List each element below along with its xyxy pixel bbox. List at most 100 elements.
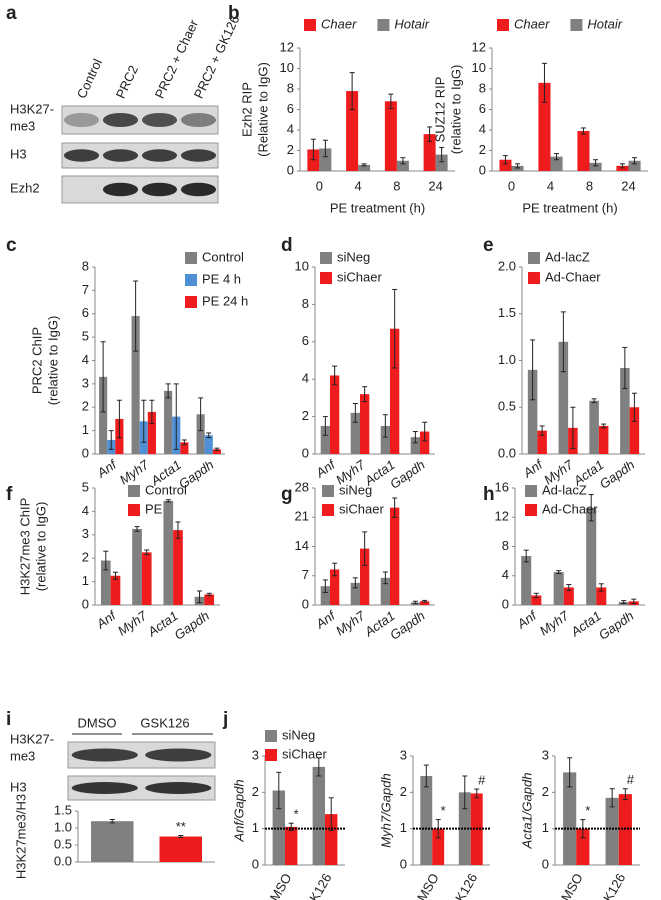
- legend-swatch: [265, 749, 277, 761]
- y-tick-label: 3: [82, 375, 89, 390]
- bar: [531, 595, 542, 605]
- bar: [576, 828, 590, 865]
- y-tick-label: 0: [82, 596, 89, 611]
- legend-swatch: [320, 272, 332, 284]
- y-tick-label: 2.0: [498, 258, 516, 273]
- blot-band: [141, 113, 178, 127]
- annotation: *: [294, 807, 299, 822]
- panel-label: e: [483, 235, 494, 256]
- legend-swatch: [185, 252, 197, 264]
- bar: [99, 376, 108, 454]
- x-tick-label: 24: [428, 178, 442, 193]
- y-tick-label: 2: [252, 784, 259, 799]
- annotation: #: [627, 772, 635, 787]
- bar: [521, 556, 532, 605]
- annotation: *: [585, 803, 590, 818]
- legend-swatch: [528, 252, 540, 264]
- legend-swatch: [128, 485, 140, 497]
- bar: [350, 582, 360, 605]
- blot-row-label: H3: [10, 779, 27, 794]
- y-axis-label: Acta1/Gapdh: [519, 773, 534, 850]
- blot-band: [71, 748, 138, 762]
- y-axis-label: Ezh2 RIP: [239, 82, 254, 137]
- bar: [110, 575, 121, 605]
- legend-label: Hotair: [394, 16, 429, 31]
- bar: [131, 316, 140, 454]
- annotation: *: [441, 803, 446, 818]
- y-tick-label: 4: [287, 121, 294, 136]
- bar: [435, 154, 448, 171]
- bar: [180, 442, 189, 454]
- y-tick-label: 21: [295, 509, 309, 524]
- y-tick-label: 0.5: [54, 836, 72, 851]
- legend-label: Ad-Chaer: [545, 269, 601, 284]
- lane-label: GSK126: [140, 715, 189, 730]
- bar: [420, 431, 430, 454]
- y-tick-label: 3: [82, 526, 89, 541]
- blot-row-label: H3: [10, 146, 27, 161]
- y-tick-label: 12: [280, 39, 294, 54]
- y-tick-label: 0: [82, 445, 89, 460]
- bar: [320, 425, 330, 454]
- x-tick-label: Anf: [94, 456, 121, 481]
- legend-swatch: [322, 504, 334, 516]
- y-tick-label: 8: [479, 80, 486, 95]
- panel-label: a: [6, 3, 17, 24]
- bar: [499, 159, 512, 171]
- bar: [558, 341, 569, 454]
- blot-band: [180, 113, 217, 127]
- bar: [420, 775, 433, 865]
- y-axis-label: H3K27me3/H3: [13, 794, 28, 879]
- legend-label: PE 24 h: [202, 293, 248, 308]
- y-tick-label: 2: [82, 550, 89, 565]
- y-tick-label: 16: [495, 479, 509, 494]
- panel-label: d: [281, 235, 293, 256]
- blot-band: [180, 182, 217, 197]
- y-tick-label: 14: [295, 538, 309, 553]
- bar: [141, 552, 152, 605]
- y-tick-label: 4: [479, 121, 486, 136]
- y-tick-label: 1: [252, 820, 259, 835]
- x-tick-label: Myh7: [537, 608, 572, 639]
- legend-swatch: [265, 730, 277, 742]
- y-tick-label: 6: [287, 101, 294, 116]
- y-tick-label: 7: [302, 567, 309, 582]
- bar: [173, 530, 183, 605]
- legend-swatch: [320, 252, 332, 264]
- lane-label: DMSO: [78, 715, 117, 730]
- bar: [390, 328, 400, 454]
- x-tick-label: DMSO: [262, 871, 294, 900]
- blot-band: [141, 182, 178, 197]
- legend-label: Ad-lacZ: [542, 482, 587, 497]
- bar: [410, 437, 420, 454]
- bar: [312, 766, 325, 865]
- y-tick-label: 7: [82, 282, 89, 297]
- bar: [285, 826, 298, 865]
- blot-row-label: me3: [10, 748, 35, 763]
- blot-row-label: H3K27-: [10, 101, 54, 116]
- y-tick-label: 5: [82, 479, 89, 494]
- y-tick-label: 28: [295, 479, 309, 494]
- y-tick-label: 0: [252, 856, 259, 871]
- bar: [360, 548, 370, 605]
- panel-label: b: [228, 3, 240, 24]
- bar: [396, 160, 409, 171]
- bar: [390, 507, 400, 605]
- bar: [91, 821, 134, 862]
- lane-label: PRC2: [113, 63, 141, 101]
- bar: [629, 407, 640, 454]
- bar: [577, 131, 590, 171]
- y-tick-label: 1.0: [498, 352, 516, 367]
- blot-band: [145, 748, 212, 762]
- bar: [598, 425, 609, 454]
- legend-swatch: [304, 19, 316, 31]
- y-tick-label: 8: [287, 80, 294, 95]
- y-axis-label: PRC2 ChIP: [29, 327, 44, 394]
- bar: [307, 149, 320, 171]
- x-tick-label: Myh7: [333, 608, 368, 639]
- y-tick-label: 0.5: [498, 399, 516, 414]
- x-axis-label: PE treatment (h): [330, 200, 425, 215]
- bar: [596, 587, 607, 605]
- y-tick-label: 2: [479, 142, 486, 157]
- bar: [589, 400, 599, 454]
